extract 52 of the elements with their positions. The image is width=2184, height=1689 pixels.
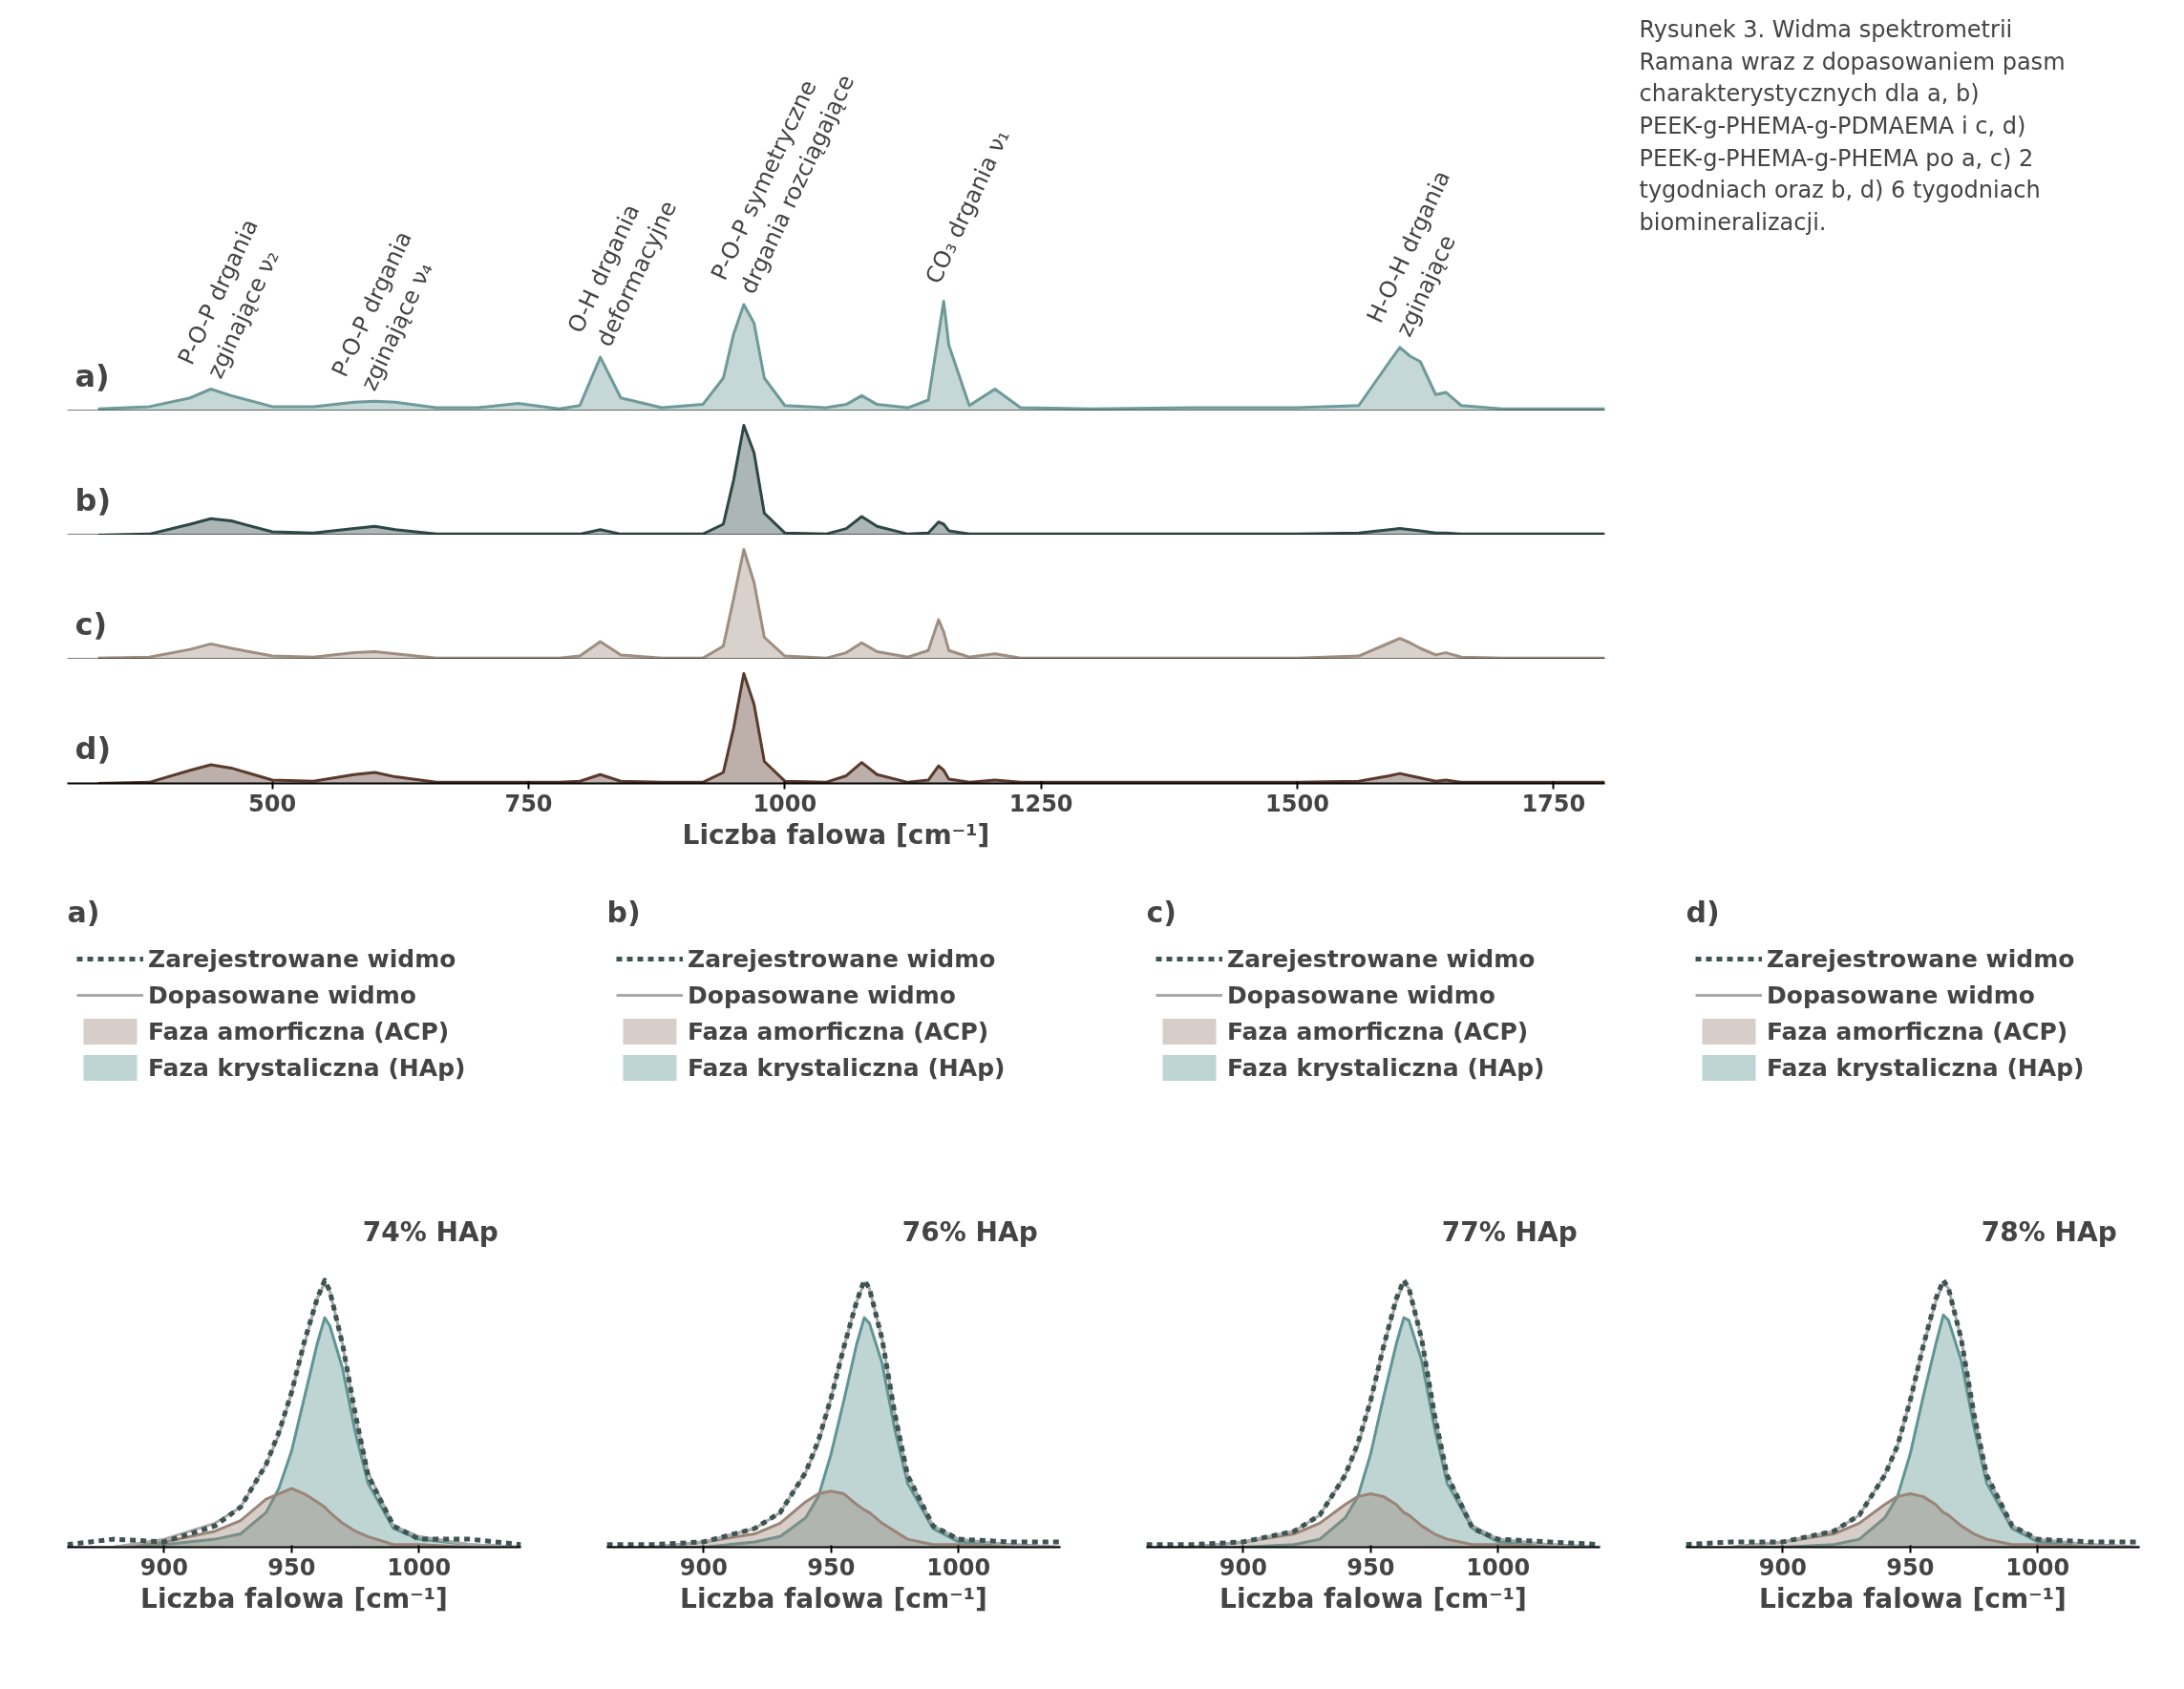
legend-label: Dopasowane widmo: [148, 981, 416, 1009]
x-tick-label: 1000: [387, 1553, 452, 1581]
x-tick-label: 750: [504, 790, 553, 817]
text: b): [74, 482, 112, 519]
legend-label: Zarejestrowane widmo: [688, 944, 996, 973]
x-tick-label: 1000: [1466, 1553, 1531, 1581]
x-tick-label: 900: [139, 1553, 188, 1581]
legend-label: Faza amorficzna (ACP): [148, 1017, 450, 1045]
chart-title: c): [1146, 895, 1177, 929]
x-tick-label: 1500: [1265, 790, 1329, 817]
legend-label: Zarejestrowane widmo: [148, 944, 456, 973]
legend-label: Faza krystaliczna (HAp): [148, 1053, 466, 1082]
x-axis-title: Liczba falowa [cm⁻¹]: [140, 1582, 448, 1615]
chart-title: a): [67, 895, 100, 929]
x-tick-label: 950: [1886, 1553, 1935, 1581]
legend-label: Dopasowane widmo: [1227, 981, 1495, 1009]
x-tick-label: 900: [679, 1553, 728, 1581]
x-tick-label: 950: [1346, 1553, 1395, 1581]
legend-label: Faza krystaliczna (HAp): [1227, 1053, 1545, 1082]
text: 78% HAp: [1981, 1216, 2117, 1249]
x-tick-label: 900: [1758, 1553, 1807, 1581]
text: 76% HAp: [901, 1216, 1038, 1249]
legend-label: Dopasowane widmo: [688, 981, 956, 1009]
x-axis-title: Liczba falowa [cm⁻¹]: [1219, 1582, 1527, 1615]
text: c): [74, 606, 108, 644]
x-tick-label: 1000: [926, 1553, 991, 1581]
legend-label: Zarejestrowane widmo: [1227, 944, 1536, 973]
legend-label: Faza amorficzna (ACP): [1767, 1017, 2068, 1045]
legend-label: Faza amorficzna (ACP): [1227, 1017, 1529, 1045]
text: a): [74, 358, 110, 395]
text: 74% HAp: [362, 1216, 498, 1249]
text: d): [74, 730, 112, 768]
legend-label: Faza amorficzna (ACP): [688, 1017, 989, 1045]
x-tick-label: 1750: [1521, 790, 1586, 817]
chart-title: b): [606, 895, 641, 929]
x-tick-label: 1250: [1008, 790, 1073, 817]
x-tick-label: 950: [267, 1553, 316, 1581]
x-axis-title: Liczba falowa [cm⁻¹]: [1759, 1582, 2067, 1615]
x-axis-title: Liczba falowa [cm⁻¹]: [680, 1582, 987, 1615]
x-tick-label: 900: [1219, 1553, 1267, 1581]
text: 77% HAp: [1441, 1216, 1578, 1249]
x-tick-label: 1000: [753, 790, 817, 817]
text: Rysunek 3. Widma spektrometrii Ramana wraz z dopasowaniem pasm charakterystycznych dla a, b) PEEK-g-PHEMA-g-PDMAEMA i c, d) PEEK-g-PHEMA-g-PHEMA po a, c) 2 tygodniach oraz b, d) 6 tygodniach biomineralizacji.: [1639, 16, 2066, 236]
x-tick-label: 500: [248, 790, 297, 817]
x-axis-title: Liczba falowa [cm⁻¹]: [682, 818, 990, 851]
x-tick-label: 950: [807, 1553, 856, 1581]
legend-label: Faza krystaliczna (HAp): [1767, 1053, 2085, 1082]
chart-title: d): [1686, 895, 1720, 929]
x-tick-label: 1000: [2005, 1553, 2070, 1581]
legend-label: Faza krystaliczna (HAp): [688, 1053, 1006, 1082]
legend-label: Dopasowane widmo: [1767, 981, 2035, 1009]
legend-label: Zarejestrowane widmo: [1767, 944, 2075, 973]
